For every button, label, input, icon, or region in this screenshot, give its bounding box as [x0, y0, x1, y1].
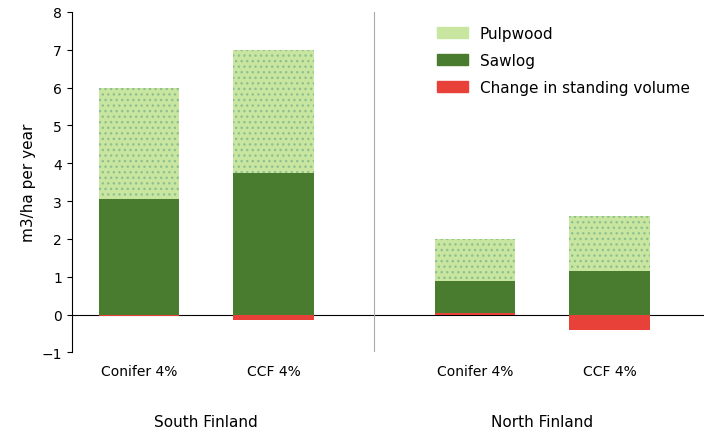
Y-axis label: m3/ha per year: m3/ha per year: [21, 124, 36, 242]
Bar: [435, 240, 516, 281]
Bar: [98, 89, 180, 200]
Bar: [98, 315, 180, 317]
Bar: [569, 217, 650, 271]
Bar: [233, 51, 314, 173]
Bar: [569, 271, 650, 315]
Bar: [233, 315, 314, 320]
Bar: [569, 315, 650, 330]
Bar: [98, 200, 180, 315]
Bar: [233, 173, 314, 315]
Bar: [435, 313, 516, 315]
Legend: Pulpwood, Sawlog, Change in standing volume: Pulpwood, Sawlog, Change in standing vol…: [431, 21, 696, 102]
Bar: [98, 89, 180, 200]
Bar: [569, 217, 650, 271]
Text: North Finland: North Finland: [491, 414, 593, 429]
Bar: [233, 51, 314, 173]
Bar: [435, 240, 516, 281]
Text: South Finland: South Finland: [154, 414, 258, 429]
Bar: [435, 281, 516, 315]
